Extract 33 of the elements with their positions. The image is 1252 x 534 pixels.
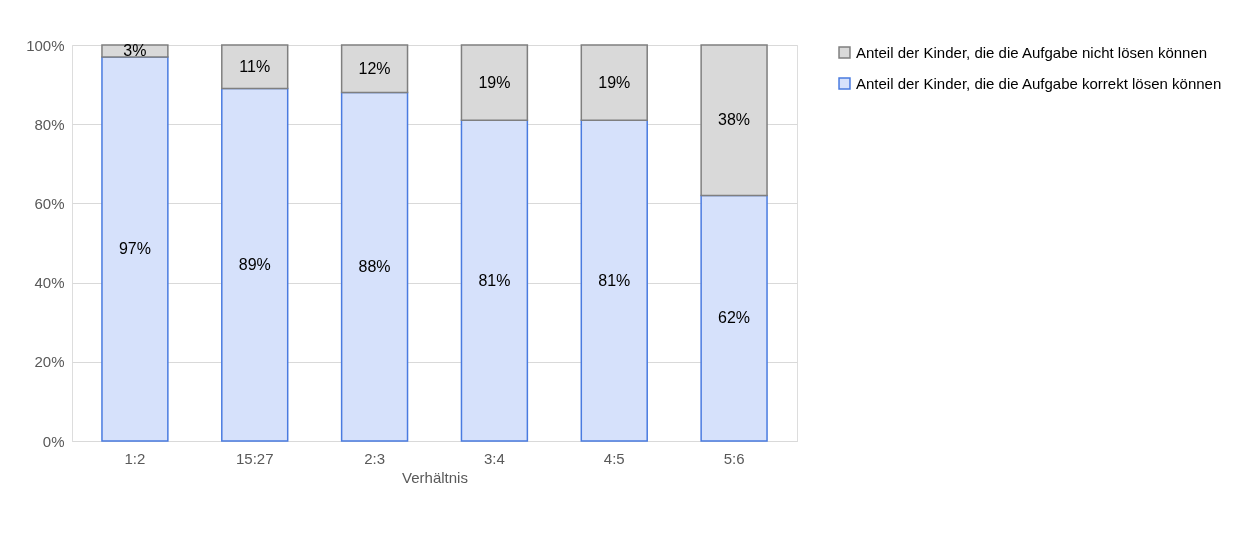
x-axis-title: Verhältnis <box>402 468 468 486</box>
data-label: 12% <box>358 59 391 77</box>
data-label: 3% <box>123 41 147 59</box>
data-label: 19% <box>598 73 631 91</box>
x-tick-label: 4:5 <box>603 449 625 467</box>
data-label: 19% <box>478 73 511 91</box>
legend-label: Anteil der Kinder, die die Aufgabe nicht lösen können <box>856 43 1208 61</box>
x-tick-label: 15:27 <box>235 449 274 467</box>
legend-label: Anteil der Kinder, die die Aufgabe korrekt lösen können <box>856 74 1222 92</box>
data-label: 81% <box>598 271 631 289</box>
data-label: 97% <box>118 239 151 257</box>
data-label: 11% <box>239 57 271 75</box>
y-tick-label: 100% <box>26 36 65 54</box>
x-tick-label: 3:4 <box>483 449 505 467</box>
y-tick-label: 60% <box>34 194 65 212</box>
data-label: 38% <box>718 111 751 129</box>
data-label: 62% <box>718 309 751 327</box>
data-label: 88% <box>358 257 391 275</box>
bar <box>340 91 409 442</box>
y-tick-label: 40% <box>34 274 65 292</box>
data-label: 89% <box>238 255 271 273</box>
bar <box>580 119 648 442</box>
bar <box>700 194 768 442</box>
bar <box>101 56 169 442</box>
x-tick-label: 1:2 <box>124 449 146 467</box>
y-tick-label: 20% <box>34 353 65 371</box>
x-tick-label: 5:6 <box>723 449 745 467</box>
bar <box>460 119 529 442</box>
y-tick-label: 0% <box>42 432 65 450</box>
bar <box>221 87 289 442</box>
y-tick-label: 80% <box>34 115 65 133</box>
x-tick-label: 2:3 <box>364 449 386 467</box>
data-label: 81% <box>478 271 511 289</box>
